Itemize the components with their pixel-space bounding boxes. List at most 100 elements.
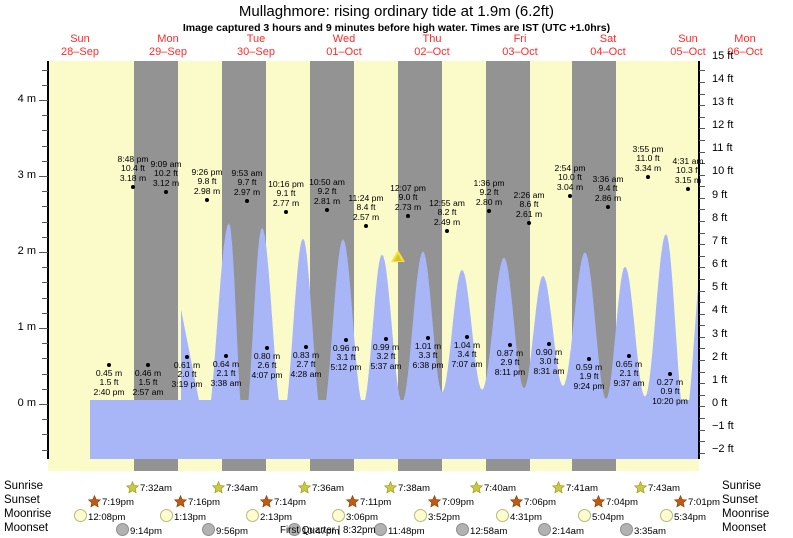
tide-time: 10:50 am [309,177,345,187]
moonset-label-right: Moonset [722,522,767,534]
tide-time: 2:40 pm [93,386,125,397]
moonset-cell-5: 2:14am [538,523,584,537]
high-tide-dot-11 [568,194,572,198]
page-title: Mullaghmore: rising ordinary tide at 1.9… [238,3,555,20]
right-axis-tick [699,255,705,257]
low-tide-label-2: 0.61 m 2.0 ft 3:19 pm [153,360,221,389]
right-axis-tick [699,452,705,454]
moonrise-cell-4: 3:52pm [414,509,460,523]
right-axis-label-1: 14 ft [712,72,734,85]
sunset-cell-7: 7:01pm [674,495,720,508]
moonset-label-left: Moonset [4,522,49,534]
tide-m: 0.61 m [173,360,201,370]
left-axis-tick [42,449,48,451]
moon-icon [456,523,469,536]
low-tide-label-8: 1.01 m 3.3 ft 6:38 pm [394,341,462,370]
tide-m: 2.97 m [233,186,261,197]
low-tide-label-6: 0.96 m 3.1 ft 5:12 pm [312,343,380,372]
left-axis-tick [42,130,48,132]
star-icon [634,481,647,494]
star-icon [260,495,273,508]
sunrise-time: 7:32am [140,483,172,494]
high-tide-label-8: 12:55 am 8.2 ft 2.49 m [413,198,481,227]
right-axis-tick [699,82,705,83]
moonrise-time: 5:04pm [592,512,624,523]
moon-icon [414,509,427,522]
tide-m: 0.99 m [372,342,400,352]
tide-time: 9:37 am [613,377,645,388]
left-axis-tick [42,343,48,345]
tide-ft: 1.5 ft [138,377,158,388]
tide-m: 2.57 m [352,211,380,222]
day-header-8: Mon 06–Oct [705,33,785,59]
sunset-time: 7:11pm [360,497,392,508]
right-axis-tick [699,186,705,188]
moon-icon [74,509,87,522]
sunset-time: 7:06pm [524,497,556,508]
moonrise-cell-7: 5:34pm [660,509,706,523]
high-tide-dot-13 [646,175,650,179]
high-tide-label-4: 10:16 pm 9.1 ft 2.77 m [252,179,320,208]
right-axis-label-5: 10 ft [712,165,734,178]
moon-icon [116,523,129,536]
sunrise-time: 7:38am [398,483,430,494]
tide-ft: 9.4 ft [598,183,618,194]
tide-time: 8:11 pm [494,366,526,377]
left-axis-tick [42,191,48,193]
sunrise-cell-5: 7:41am [552,481,598,494]
right-axis-label-4: 11 ft [712,142,733,155]
tide-ft: 10.3 ft [676,165,700,176]
left-axis-tick [42,206,48,208]
moonset-time: 2:14am [552,526,584,537]
low-tide-dot-0 [107,363,111,367]
low-tide-dot-2 [185,355,189,359]
tide-m: 0.46 m [134,368,162,378]
tide-ft: 10.4 ft [121,163,145,174]
tide-m: 3.15 m [674,174,702,185]
moon-icon [578,509,591,522]
day-of-week: Sat [599,33,617,45]
sunrise-label-left: Sunrise [4,480,43,492]
right-axis-tick [699,406,705,408]
sunset-time: 7:04pm [606,497,638,508]
moonrise-cell-6: 5:04pm [578,509,624,523]
low-tide-dot-13 [627,354,631,358]
right-axis-tick [699,429,705,431]
right-axis-tick [699,139,705,141]
right-axis-label-9: 6 ft [712,258,728,270]
tide-m: 0.90 m [535,347,563,357]
high-tide-dot-9 [487,209,491,213]
low-tide-label-7: 0.99 m 3.2 ft 5:37 am [352,342,420,371]
moon-icon [160,509,173,522]
tide-m: 0.96 m [332,343,360,353]
bottom-night-band-1 [222,459,266,471]
moonrise-time: 3:52pm [428,512,460,523]
sunset-time: 7:01pm [688,497,720,508]
tide-time: 9:53 am [231,168,263,178]
tide-time: 12:55 am [429,198,465,208]
moonset-time: 9:14pm [130,526,162,537]
day-header-6: Sat 04–Oct [568,33,648,59]
day-of-week: Sun [70,33,90,45]
low-tide-dot-14 [668,372,672,376]
moonrise-time: 4:31pm [510,512,542,523]
current-time-marker [391,250,405,262]
low-tide-dot-3 [224,354,228,358]
low-tide-dot-10 [508,343,512,347]
left-axis-tick [42,434,48,436]
left-axis-label-3: 1 m [17,321,36,333]
page-subtitle: Image captured 3 hours and 9 minutes bef… [182,22,611,34]
bottom-daynight-strip [48,459,699,471]
sunrise-time: 7:36am [312,483,344,494]
bottom-night-band-2 [310,459,354,471]
low-tide-dot-6 [344,338,348,342]
tide-time: 6:38 pm [412,359,444,370]
high-tide-label-13: 3:55 pm 11.0 ft 3.34 m [614,144,682,173]
left-axis-tick [42,145,48,147]
low-tide-label-9: 1.04 m 3.4 ft 7:07 am [433,340,501,369]
right-axis-tick [699,394,705,396]
day-date: 29–Sep [149,46,187,58]
low-tide-label-0: 0.45 m 1.5 ft 2:40 pm [75,368,143,397]
high-tide-label-12: 3:36 am 9.4 ft 2.86 m [574,174,642,203]
low-tide-dot-1 [146,363,150,367]
